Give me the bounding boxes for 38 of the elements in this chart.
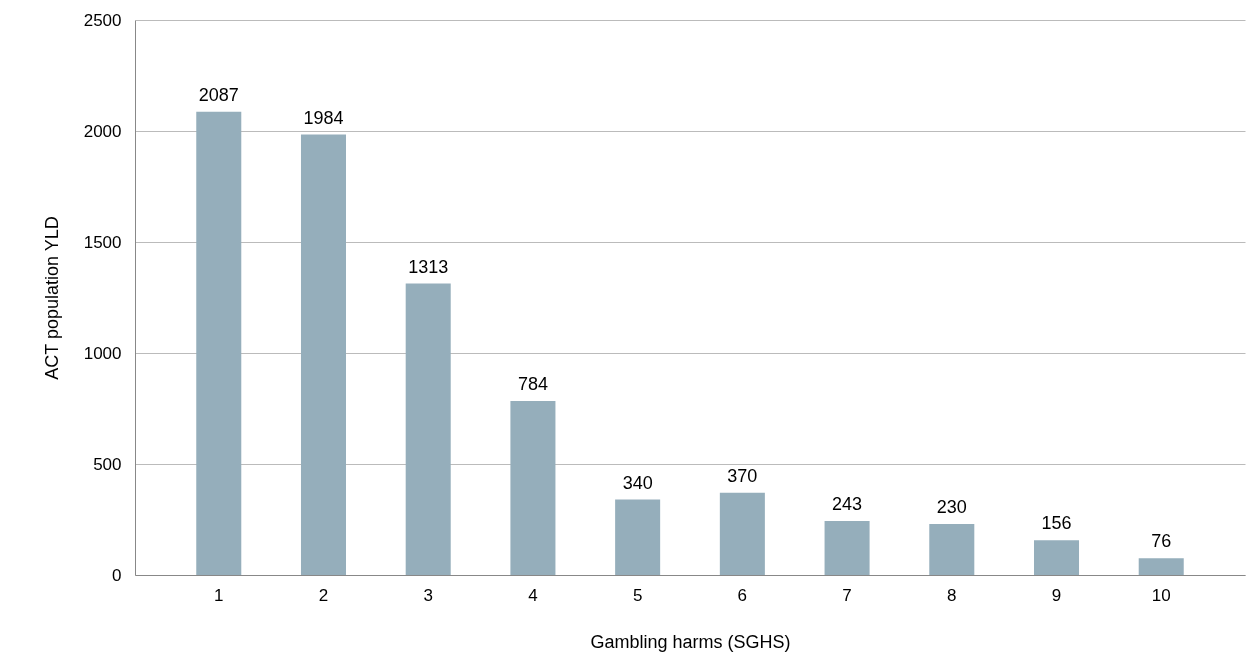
x-tick-label: 8 bbox=[947, 585, 957, 605]
bar bbox=[510, 400, 556, 575]
bar bbox=[405, 283, 451, 575]
x-tick-label: 9 bbox=[1051, 585, 1062, 605]
data-label: 76 bbox=[1151, 531, 1172, 552]
data-label: 784 bbox=[517, 373, 548, 394]
x-tick-label: 2 bbox=[318, 585, 329, 605]
bar bbox=[615, 499, 661, 575]
x-tick-label: 4 bbox=[528, 585, 538, 605]
bar bbox=[719, 492, 765, 575]
x-tick-label: 3 bbox=[423, 585, 433, 605]
bar bbox=[929, 523, 975, 575]
data-label: 2087 bbox=[198, 84, 239, 105]
x-tick-label: 7 bbox=[842, 585, 852, 605]
data-label: 230 bbox=[936, 496, 967, 517]
y-tick-label: 2000 bbox=[83, 121, 122, 141]
y-tick-label: 1500 bbox=[83, 232, 122, 252]
data-label: 243 bbox=[832, 494, 863, 515]
x-tick-label: 5 bbox=[632, 585, 643, 605]
y-tick-label: 2500 bbox=[83, 10, 122, 30]
bar bbox=[196, 111, 242, 575]
data-label: 370 bbox=[727, 465, 758, 486]
x-tick-label: 1 bbox=[214, 585, 224, 605]
bar bbox=[824, 521, 870, 575]
data-label: 1313 bbox=[408, 256, 449, 277]
data-label: 156 bbox=[1041, 513, 1072, 534]
y-tick-label: 500 bbox=[93, 454, 122, 474]
x-tick-label: 6 bbox=[737, 585, 748, 605]
bar bbox=[300, 134, 346, 575]
data-label: 340 bbox=[622, 472, 653, 493]
y-axis-title: ACT population YLD bbox=[41, 216, 62, 380]
data-label: 1984 bbox=[303, 107, 344, 128]
y-tick-label: 1000 bbox=[83, 343, 122, 363]
x-tick-label: 10 bbox=[1151, 585, 1171, 605]
bar bbox=[1138, 558, 1184, 575]
x-axis-title: Gambling harms (SGHS) bbox=[590, 631, 791, 652]
y-tick-label: 0 bbox=[112, 565, 122, 585]
bar bbox=[1034, 540, 1080, 575]
